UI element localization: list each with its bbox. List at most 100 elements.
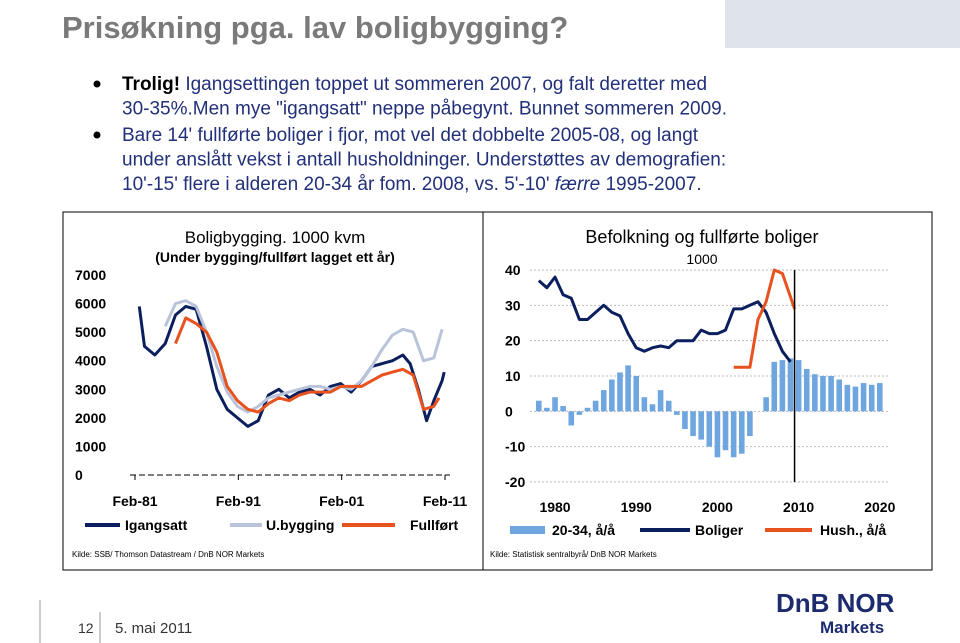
y-tick-label: 30 bbox=[505, 297, 521, 313]
y-tick-label: -20 bbox=[505, 474, 525, 490]
legend-label: Boliger bbox=[695, 522, 744, 538]
bar bbox=[714, 411, 721, 458]
bar bbox=[682, 411, 688, 429]
bullet-line: Trolig! Igangsettingen toppet ut sommere… bbox=[122, 74, 707, 95]
bar bbox=[649, 404, 656, 412]
logo: DnB NOR bbox=[776, 588, 895, 618]
y-tick-label: 40 bbox=[505, 262, 521, 278]
bar bbox=[844, 384, 851, 412]
bar bbox=[665, 400, 672, 412]
y-tick-label: 1000 bbox=[75, 438, 106, 454]
bar bbox=[820, 376, 826, 412]
bar bbox=[674, 411, 680, 415]
line bbox=[137, 304, 446, 428]
bar bbox=[625, 365, 631, 412]
x-tick-label: Feb-91 bbox=[216, 493, 261, 509]
bar bbox=[544, 407, 550, 412]
line bbox=[174, 316, 441, 414]
bar bbox=[617, 372, 623, 412]
bar bbox=[860, 383, 867, 412]
bar bbox=[877, 383, 883, 412]
y-tick-label: 10 bbox=[505, 368, 521, 384]
slide-title: Prisøkning pga. lav boligbygging? bbox=[62, 10, 568, 45]
x-tick-label: Feb-11 bbox=[423, 493, 468, 509]
chart-title: Befolkning og fullførte boliger bbox=[585, 227, 818, 247]
text: 10'-15' flere i alderen 20-34 år fom. 20… bbox=[122, 174, 555, 195]
bar bbox=[633, 376, 640, 412]
line bbox=[163, 299, 444, 414]
bar bbox=[836, 379, 843, 412]
legend-label: U.bygging bbox=[266, 517, 334, 533]
bar bbox=[560, 406, 566, 412]
bar bbox=[779, 360, 786, 412]
y-tick-label: 2000 bbox=[75, 410, 106, 426]
chart-title: Boligbygging. 1000 kvm bbox=[185, 228, 366, 247]
legend-label: Igangsatt bbox=[125, 517, 188, 533]
bar bbox=[738, 411, 745, 454]
bar bbox=[795, 360, 802, 412]
bar bbox=[852, 386, 859, 412]
bar bbox=[568, 411, 575, 426]
bar bbox=[706, 411, 713, 447]
bar bbox=[747, 411, 753, 437]
text: Bare 14' fullførte boliger i fjor, mot v… bbox=[122, 125, 699, 146]
text: 30-35%.Men mye "igangsatt" neppe påbegyn… bbox=[122, 99, 727, 120]
bar bbox=[592, 400, 599, 412]
bar bbox=[868, 384, 875, 412]
x-tick-label: Feb-01 bbox=[319, 493, 364, 509]
bar bbox=[803, 368, 810, 412]
legend-label: Hush., å/å bbox=[820, 522, 886, 538]
bullet-dot bbox=[93, 80, 101, 88]
bar bbox=[763, 397, 769, 412]
bar bbox=[828, 376, 834, 412]
page-number: 12 bbox=[78, 620, 94, 636]
y-tick-label: 7000 bbox=[75, 267, 106, 283]
bar bbox=[812, 374, 818, 412]
bar bbox=[576, 411, 583, 415]
y-tick-label: 4000 bbox=[75, 353, 106, 369]
bar bbox=[552, 397, 558, 412]
text: 1995-2007. bbox=[600, 174, 701, 195]
bar bbox=[600, 390, 607, 412]
y-tick-label: 6000 bbox=[75, 296, 106, 312]
bar bbox=[722, 411, 729, 451]
x-tick-label: Feb-81 bbox=[112, 493, 157, 509]
line bbox=[733, 268, 797, 369]
x-tick-label: 2010 bbox=[783, 499, 814, 515]
logo-sub: Markets bbox=[820, 618, 884, 637]
header-image bbox=[725, 0, 960, 48]
x-tick-label: 2000 bbox=[702, 499, 733, 515]
bar bbox=[609, 379, 615, 412]
legend-swatch bbox=[510, 526, 545, 534]
italic-text: færre bbox=[555, 174, 600, 195]
y-tick-label: 0 bbox=[75, 467, 83, 483]
y-tick-label: 5000 bbox=[75, 324, 106, 340]
y-tick-label: 20 bbox=[505, 333, 521, 349]
y-tick-label: -10 bbox=[505, 439, 525, 455]
bar bbox=[730, 411, 737, 458]
bar bbox=[535, 400, 542, 412]
x-tick-label: 2020 bbox=[864, 499, 895, 515]
bullet-line: Bare 14' fullførte boliger i fjor, mot v… bbox=[122, 125, 699, 146]
bar bbox=[698, 411, 704, 440]
y-tick-label: 0 bbox=[505, 403, 513, 419]
source: Kilde: SSB/ Thomson Datastream / DnB NOR… bbox=[72, 550, 264, 559]
bar bbox=[787, 358, 794, 412]
chart-frame bbox=[482, 211, 933, 571]
bullet-line: under anslått vekst i antall husholdning… bbox=[122, 150, 726, 171]
bar bbox=[771, 361, 778, 412]
bold-text: Trolig! bbox=[122, 74, 180, 95]
bar bbox=[584, 407, 591, 412]
bar bbox=[657, 390, 664, 412]
bullet-line: 30-35%.Men mye "igangsatt" neppe påbegyn… bbox=[122, 99, 727, 120]
y-tick-label: 3000 bbox=[75, 381, 106, 397]
source: Kilde: Statistisk sentralbyrå/ DnB NOR M… bbox=[490, 550, 657, 559]
legend-label: 20-34, å/å bbox=[552, 522, 615, 538]
x-tick-label: 1980 bbox=[539, 499, 570, 515]
line bbox=[537, 275, 792, 363]
text: Igangsettingen toppet ut sommeren 2007, … bbox=[180, 74, 707, 95]
text: under anslått vekst i antall husholdning… bbox=[122, 150, 726, 171]
chart-subtitle: 1000 bbox=[686, 251, 717, 267]
